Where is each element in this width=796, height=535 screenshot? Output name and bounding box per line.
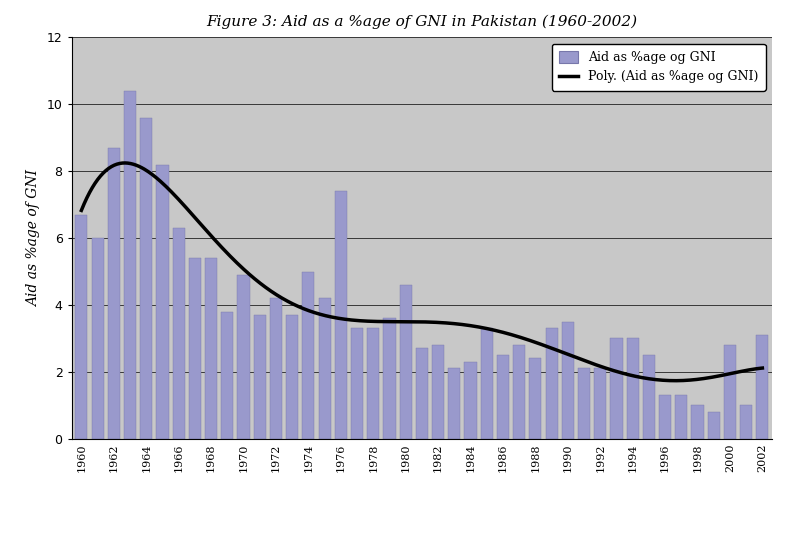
Bar bbox=[270, 298, 282, 439]
Bar bbox=[513, 345, 525, 439]
Bar bbox=[643, 355, 655, 439]
Bar bbox=[335, 191, 347, 439]
Bar bbox=[562, 322, 574, 439]
Bar bbox=[724, 345, 736, 439]
Bar bbox=[189, 258, 201, 439]
Bar bbox=[756, 335, 768, 439]
Bar bbox=[611, 338, 622, 439]
Bar bbox=[367, 328, 380, 439]
Bar bbox=[302, 271, 314, 439]
Bar bbox=[205, 258, 217, 439]
Bar bbox=[384, 318, 396, 439]
Bar bbox=[708, 412, 720, 439]
Bar bbox=[497, 355, 509, 439]
Title: Figure 3: Aid as a %age of GNI in Pakistan (1960-2002): Figure 3: Aid as a %age of GNI in Pakist… bbox=[206, 15, 638, 29]
Bar bbox=[740, 406, 752, 439]
Bar bbox=[221, 311, 233, 439]
Bar bbox=[76, 215, 88, 439]
Bar bbox=[481, 328, 493, 439]
Bar bbox=[416, 348, 428, 439]
Bar bbox=[529, 358, 541, 439]
Bar bbox=[156, 165, 169, 439]
Y-axis label: Aid as %age of GNI: Aid as %age of GNI bbox=[27, 170, 41, 307]
Bar bbox=[286, 315, 298, 439]
Bar bbox=[464, 362, 477, 439]
Bar bbox=[594, 369, 607, 439]
Bar bbox=[578, 369, 590, 439]
Legend: Aid as %age og GNI, Poly. (Aid as %age og GNI): Aid as %age og GNI, Poly. (Aid as %age o… bbox=[552, 44, 766, 91]
Bar bbox=[237, 275, 250, 439]
Bar bbox=[692, 406, 704, 439]
Bar bbox=[675, 395, 688, 439]
Bar bbox=[254, 315, 266, 439]
Bar bbox=[124, 91, 136, 439]
Bar bbox=[173, 228, 185, 439]
Bar bbox=[626, 338, 638, 439]
Bar bbox=[432, 345, 444, 439]
Bar bbox=[351, 328, 363, 439]
Bar bbox=[92, 238, 103, 439]
Bar bbox=[448, 369, 460, 439]
Bar bbox=[545, 328, 558, 439]
Bar bbox=[318, 298, 330, 439]
Bar bbox=[140, 118, 152, 439]
Bar bbox=[107, 148, 120, 439]
Bar bbox=[659, 395, 671, 439]
Bar bbox=[400, 285, 412, 439]
